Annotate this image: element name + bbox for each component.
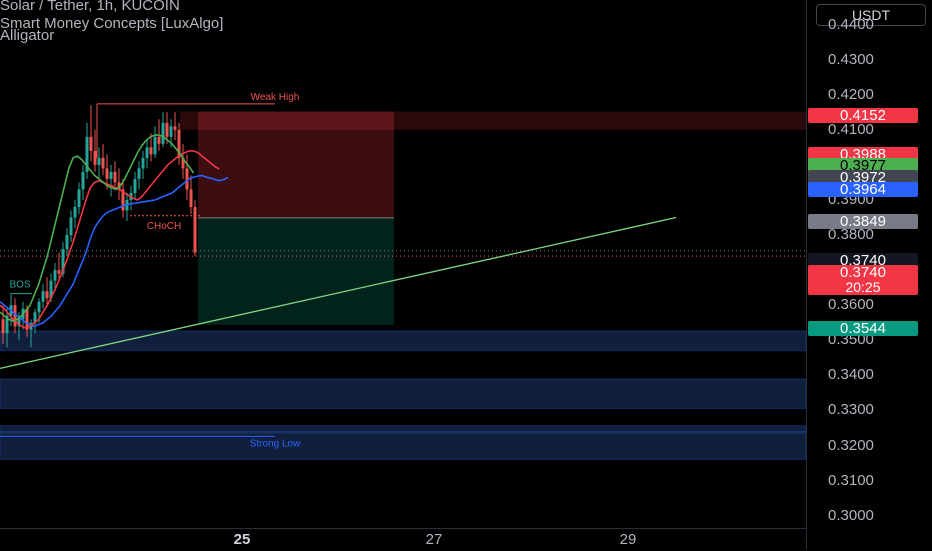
price-tick-label: 0.3400: [828, 366, 874, 384]
candle-body: [137, 168, 141, 179]
order-block-zone: [0, 378, 807, 410]
strong-low-label: Strong Low: [250, 438, 301, 449]
candle-body: [1, 319, 5, 334]
candle-body: [93, 150, 97, 165]
candle-body: [25, 308, 29, 330]
price-tag: 0.3977: [808, 158, 918, 173]
candle-body: [113, 171, 117, 183]
time-tick-label: 25: [233, 531, 251, 548]
alligator-lips-line: [0, 134, 195, 322]
candle-body: [117, 182, 121, 190]
time-tick-label: 29: [619, 531, 637, 548]
weak-high-label: Weak High: [251, 92, 300, 103]
candle-body: [13, 305, 17, 327]
candle-body: [105, 168, 109, 179]
candle-body: [157, 136, 161, 144]
candle-body: [153, 136, 157, 155]
candle-body: [37, 301, 41, 313]
candle-body: [65, 235, 69, 250]
price-tag: 0.3740: [808, 253, 918, 268]
candle-body: [169, 126, 173, 137]
candle-body: [57, 270, 61, 274]
chart-area[interactable]: Weak High Strong Low CHoCH BOS Solar / Teth…: [0, 0, 807, 528]
time-axis[interactable]: [0, 528, 806, 551]
alligator-jaw-line: [0, 174, 229, 328]
order-block-zone: [0, 431, 807, 461]
candle-body: [33, 312, 37, 323]
price-tag: 0.3544: [808, 321, 918, 336]
price-tick-label: 0.3800: [828, 226, 874, 244]
candle-body: [73, 206, 77, 218]
alligator-teeth-line: [0, 150, 220, 329]
bos-label: BOS: [9, 280, 30, 291]
candle-body: [69, 217, 73, 236]
supply-zone: [180, 111, 806, 130]
symbol-title[interactable]: Solar / Tether, 1h, KUCOIN: [0, 0, 180, 14]
indicator-smc-label[interactable]: Smart Money Concepts [LuxAlgo]: [0, 15, 224, 32]
price-tick-label: 0.3300: [828, 401, 874, 419]
countdown-label: 20:25: [845, 279, 881, 295]
candle-body: [141, 157, 145, 169]
candle-body: [145, 147, 149, 158]
candle-body: [133, 178, 137, 193]
trendline: [0, 216, 677, 370]
candle-body: [161, 122, 165, 144]
candle-body: [5, 315, 9, 334]
price-tick-label: 0.4100: [828, 120, 874, 138]
candle-body: [97, 157, 101, 165]
currency-button[interactable]: USDT: [816, 4, 926, 26]
price-tag: 0.3964: [808, 182, 918, 197]
price-tick-label: 0.3000: [828, 506, 874, 524]
time-tick-label: 27: [425, 531, 443, 548]
price-tick-label: 0.4300: [828, 50, 874, 68]
price-tick-label: 0.4200: [828, 85, 874, 103]
price-tick-label: 0.3600: [828, 296, 874, 314]
stop-loss-area: [198, 111, 394, 218]
candle-body: [193, 206, 197, 253]
candle-body: [49, 280, 53, 299]
price-chart[interactable]: Weak High Strong Low CHoCH BOS: [0, 0, 807, 528]
candle-body: [181, 157, 185, 169]
candle-body: [101, 157, 105, 169]
candle-body: [85, 136, 89, 172]
candle-body: [45, 291, 49, 299]
candle-body: [109, 171, 113, 179]
candle-body: [53, 270, 57, 281]
candle-body: [185, 168, 189, 190]
candle-body: [189, 189, 193, 207]
candle-body: [61, 249, 65, 274]
price-tick-label: 0.4400: [828, 15, 874, 33]
candle-body: [177, 129, 181, 158]
candle-body: [121, 189, 125, 211]
price-tick-label: 0.3100: [828, 471, 874, 489]
price-tag: 0.3740 20:25: [808, 265, 918, 295]
candle-body: [165, 122, 169, 137]
candle-body: [81, 171, 85, 190]
candle-body: [173, 126, 177, 130]
candle-body: [149, 147, 153, 155]
candle-body: [41, 291, 45, 302]
candle-body: [77, 189, 81, 207]
candle-body: [17, 319, 21, 327]
take-profit-area: [198, 217, 394, 325]
candle-body: [89, 136, 93, 151]
price-tag: 0.3849: [808, 214, 918, 229]
price-tick-label: 0.3200: [828, 436, 874, 454]
price-tag: 0.3972: [808, 170, 918, 185]
price-tag: 0.4152: [808, 108, 918, 123]
indicator-alligator-label[interactable]: Alligator: [0, 27, 55, 44]
choch-label: CHoCH: [147, 221, 181, 232]
